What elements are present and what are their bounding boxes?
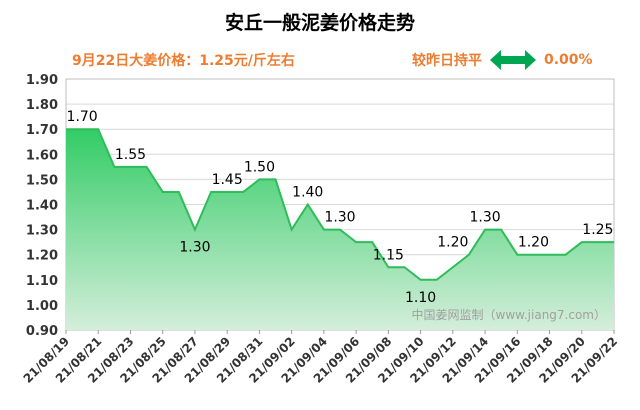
y-tick-label: 1.60 — [26, 148, 58, 163]
data-label: 1.30 — [179, 240, 210, 256]
y-tick-label: 1.70 — [26, 123, 58, 138]
data-label: 1.45 — [212, 172, 243, 188]
y-tick-label: 0.90 — [26, 324, 58, 339]
price-summary: 9月22日大姜价格：1.25元/斤左右 — [72, 53, 295, 69]
double-arrow-icon — [490, 50, 536, 70]
data-label: 1.10 — [405, 290, 436, 306]
change-summary: 较昨日持平 0.00% — [412, 50, 593, 70]
y-tick-label: 1.50 — [26, 173, 58, 188]
data-label: 1.30 — [324, 210, 355, 226]
chart-title: 安丘一般泥姜价格走势 — [224, 12, 415, 34]
change-label: 较昨日持平 — [412, 53, 482, 69]
y-tick-label: 1.20 — [26, 249, 58, 264]
change-value: 0.00% — [544, 52, 593, 68]
y-tick-label: 1.10 — [26, 274, 58, 289]
y-tick-label: 1.00 — [26, 299, 58, 314]
y-tick-label: 1.40 — [26, 199, 58, 214]
area-layer — [66, 128, 614, 330]
data-label: 1.50 — [244, 159, 275, 175]
y-tick-label: 1.90 — [26, 73, 58, 88]
data-label: 1.70 — [67, 109, 98, 125]
data-label: 1.15 — [373, 247, 404, 263]
data-label: 1.55 — [115, 147, 146, 163]
watermark: 中国姜网监制（www.jiang7.com） — [412, 307, 606, 322]
data-label: 1.20 — [518, 235, 549, 251]
data-label: 1.40 — [292, 185, 323, 201]
data-label: 1.20 — [437, 235, 468, 251]
y-tick-label: 1.80 — [26, 98, 58, 113]
data-label: 1.25 — [582, 222, 613, 238]
y-tick-label: 1.30 — [26, 224, 58, 239]
series-line — [66, 128, 614, 281]
data-label: 1.30 — [469, 210, 500, 226]
label-layer: 1.701.551.301.451.501.401.301.151.101.20… — [67, 109, 614, 306]
